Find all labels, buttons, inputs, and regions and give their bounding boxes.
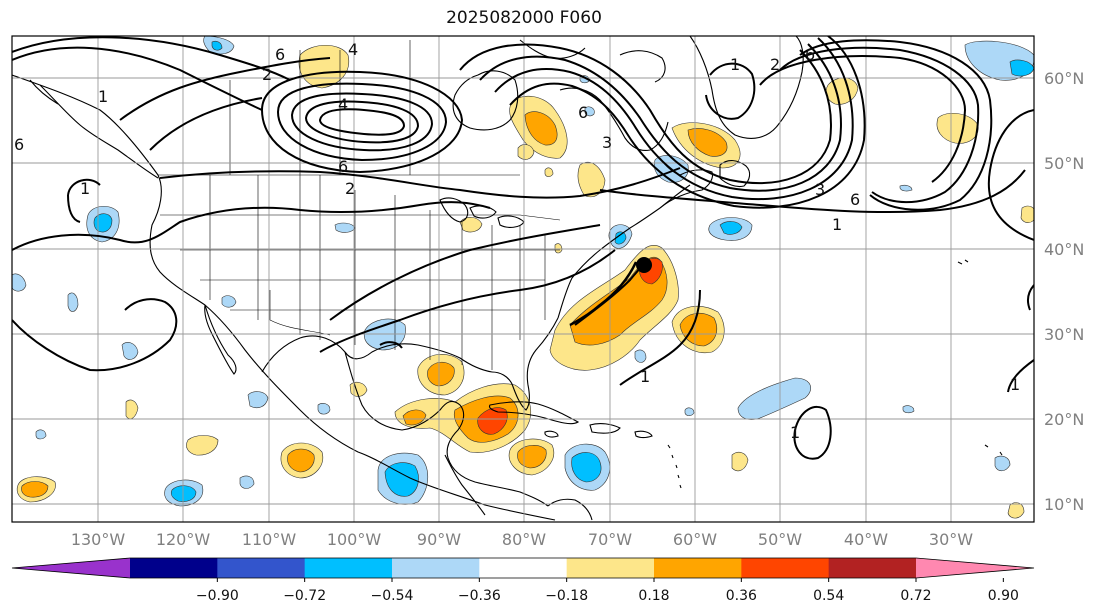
contour-label: 1 [80,179,90,198]
latitude-labels: 60°N 50°N 40°N 30°N 20°N 10°N [1044,69,1084,514]
colorbar-tick-label: −0.54 [371,588,414,604]
colorbar-tick-label: 0.36 [726,588,757,604]
lon-label: 130°W [71,530,126,549]
plot-frame [11,35,1035,523]
contour-label: 6 [578,103,588,122]
contour-label: 3 [815,180,825,199]
lat-label: 20°N [1044,410,1084,429]
colorbar-tick-label: −0.90 [196,588,239,604]
contour-label: 2 [345,179,355,198]
colorbar-segment [566,558,655,578]
contour-label: 2 [262,65,272,84]
contour-label: 6 [805,45,815,64]
lon-label: 50°W [758,530,802,549]
colorbar-tick-label: 0.18 [638,588,669,604]
colorbar-segment [828,558,917,578]
lat-label: 30°N [1044,325,1084,344]
colorbar-tick-label: −0.72 [283,588,326,604]
contour-label: 1 [730,55,740,74]
lon-label: 70°W [588,530,632,549]
contour-label: 2 [770,55,780,74]
lon-label: 80°W [502,530,546,549]
lon-label: 30°W [929,530,973,549]
longitude-labels: 130°W 120°W 110°W 100°W 90°W 80°W 70°W 6… [71,530,973,549]
contour-label: 6 [338,157,348,176]
colorbar-segment [392,558,480,578]
colorbar-segment [741,558,830,578]
contour-label: 6 [14,135,24,154]
lon-label: 40°W [844,530,888,549]
contour-lines [12,36,1034,460]
colorbar-extend-high [916,558,1034,578]
contour-label: 4 [338,95,348,114]
colorbar-segment [654,558,742,578]
lat-label: 60°N [1044,69,1084,88]
colorbar-segment [217,558,306,578]
shaded-anomalies [12,36,1034,519]
lon-label: 120°W [156,530,211,549]
colorbar-tick-label: 0.72 [900,588,931,604]
contour-label: 1 [1010,375,1020,394]
lat-label: 10°N [1044,495,1084,514]
contour-label: 4 [348,40,358,59]
lon-label: 60°W [673,530,717,549]
contour-label: 1 [790,423,800,442]
colorbar-tick-label: −0.18 [545,588,588,604]
map-title: 2025082000 F060 [446,8,602,28]
storm-center-marker [569,257,652,327]
lat-label: 50°N [1044,154,1084,173]
contour-label: 1 [832,215,842,234]
lon-label: 100°W [327,530,382,549]
colorbar-tick-label: −0.36 [458,588,501,604]
contour-label: 1 [98,87,108,106]
contour-label: 3 [602,133,612,152]
contour-label: 6 [850,190,860,209]
colorbar-segment [479,558,568,578]
political-borders [158,40,561,370]
colorbar-segment [130,558,218,578]
gridlines [12,36,1034,522]
colorbar-extend-low [12,558,130,578]
colorbar-segment [304,558,393,578]
colorbar: −0.90 −0.72 −0.54 −0.36 −0.18 0.18 0.36 0.54 0.7… [11,557,1035,604]
colorbar-tick-label: 0.90 [988,588,1019,604]
lat-label: 40°N [1044,240,1084,259]
contour-label: 6 [275,45,285,64]
contour-label: 1 [640,367,650,386]
lon-label: 90°W [417,530,461,549]
contour-labels: 6 4 2 1 4 6 2 1 6 6 2 1 6 1 3 6 3 1 1 1 [14,40,1020,442]
colorbar-tick-label: 0.54 [813,588,844,604]
lon-label: 110°W [242,530,297,549]
